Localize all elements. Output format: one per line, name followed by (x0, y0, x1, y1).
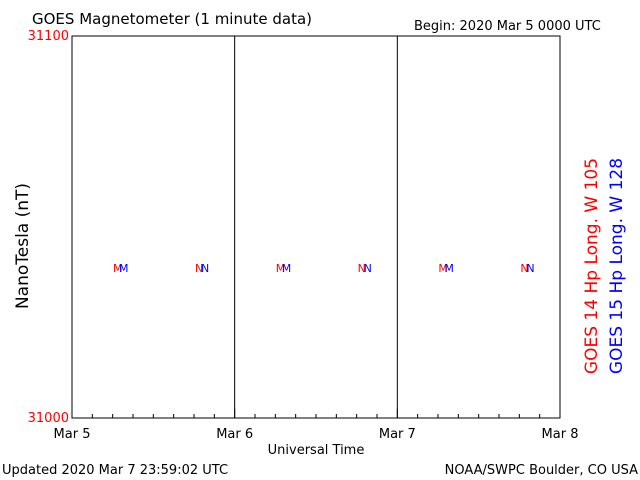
marker-goes14: N (358, 262, 366, 275)
x-tick-label: Mar 6 (216, 427, 253, 442)
marker-goes14: N (195, 262, 203, 275)
marker-goes14: M (113, 262, 123, 275)
marker-goes15: N (201, 262, 209, 275)
missing-data-markers: MM NN MM NN MM NN (113, 262, 535, 275)
begin-label: Begin: 2020 Mar 5 0000 UTC (414, 19, 601, 34)
legend: GOES 14 Hp Long. W 105 GOES 15 Hp Long. W… (582, 158, 627, 374)
y-axis-label: NanoTesla (nT) (13, 183, 33, 309)
marker-goes14: N (520, 262, 528, 275)
y-tick-label: 31100 (28, 29, 69, 44)
plot-border (71, 35, 561, 419)
marker-goes15: M (444, 262, 454, 275)
x-tick-label: Mar 5 (54, 427, 91, 442)
marker-goes15: M (282, 262, 292, 275)
footer-updated: Updated 2020 Mar 7 23:59:02 UTC (2, 463, 228, 478)
x-tick-label: Mar 8 (542, 427, 579, 442)
marker-goes14: M (438, 262, 448, 275)
legend-series-2: GOES 15 Hp Long. W 128 (607, 158, 627, 374)
y-axis-ticks: 31100 31000 (28, 29, 69, 426)
marker-goes14: M (276, 262, 286, 275)
x-axis-label: Universal Time (268, 443, 365, 458)
marker-goes15: N (526, 262, 534, 275)
plot-frame (71, 35, 561, 419)
marker-goes15: M (119, 262, 129, 275)
marker-goes15: N (364, 262, 372, 275)
chart-title: GOES Magnetometer (1 minute data) (32, 10, 312, 28)
footer-credit: NOAA/SWPC Boulder, CO USA (445, 463, 638, 478)
y-tick-label: 31000 (28, 411, 69, 426)
legend-series-1: GOES 14 Hp Long. W 105 (582, 158, 602, 374)
day-dividers (234, 36, 398, 418)
x-axis-ticks: Mar 5 Mar 6 Mar 7 Mar 8 (54, 409, 579, 442)
x-tick-label: Mar 7 (379, 427, 416, 442)
